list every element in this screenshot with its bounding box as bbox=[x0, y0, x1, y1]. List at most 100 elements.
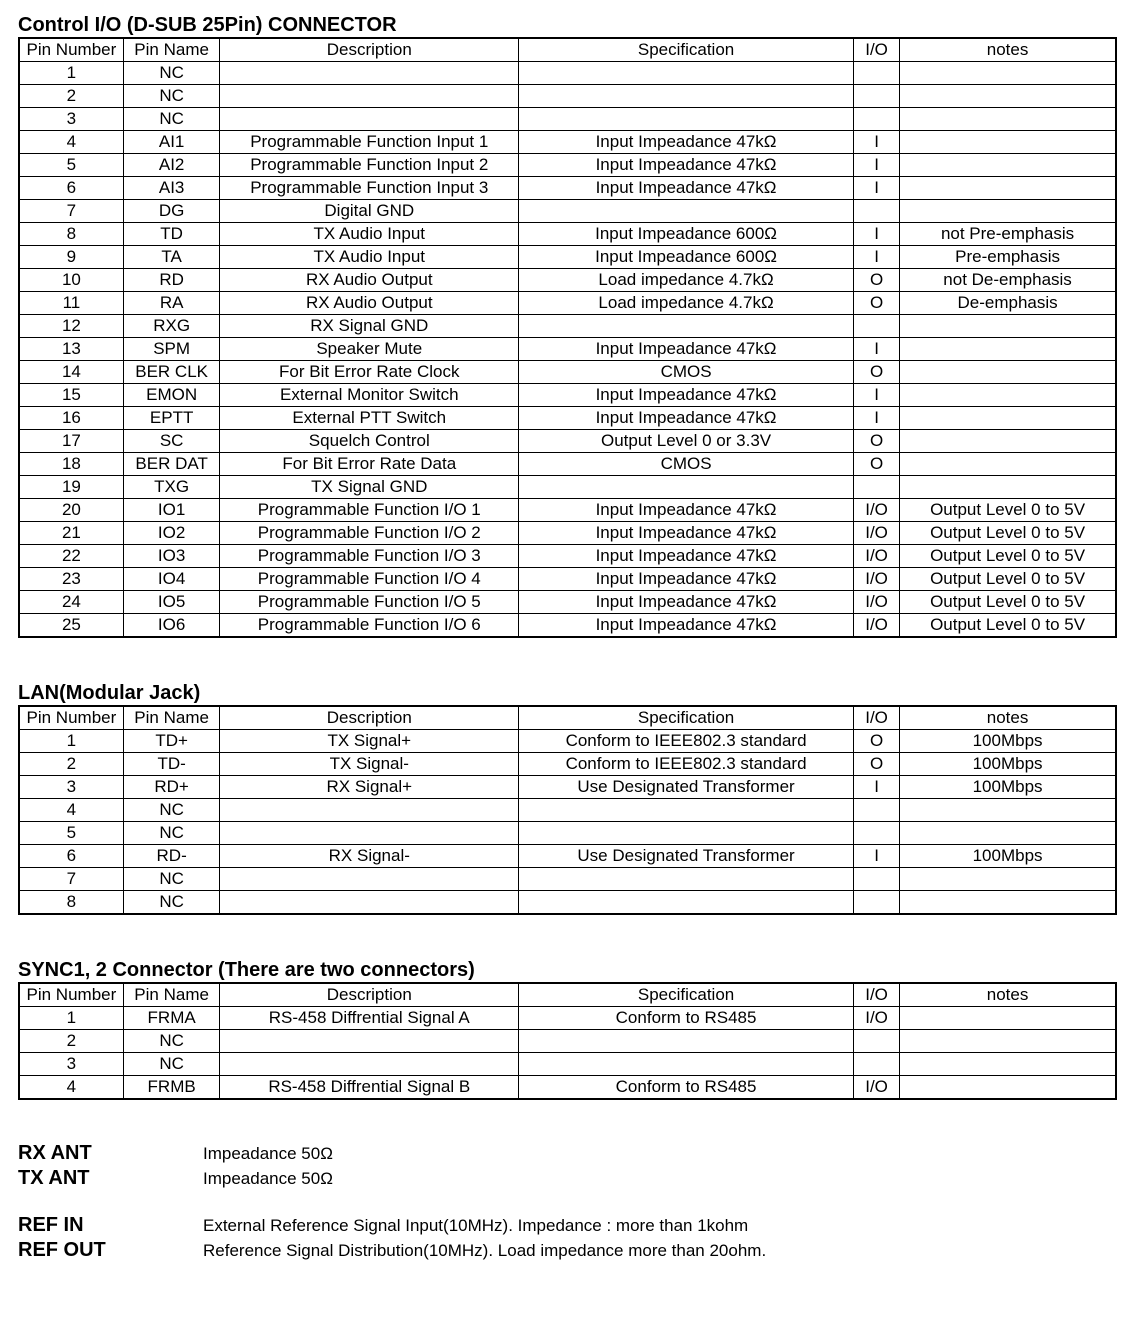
table-row: 19TXGTX Signal GND bbox=[19, 476, 1116, 499]
table-cell bbox=[220, 85, 519, 108]
table-cell: 16 bbox=[19, 407, 123, 430]
table-cell: IO1 bbox=[123, 499, 220, 522]
table-cell: DG bbox=[123, 200, 220, 223]
ref-in-label: REF IN bbox=[18, 1214, 203, 1237]
table-cell: 2 bbox=[19, 1030, 123, 1053]
table-cell bbox=[900, 1030, 1116, 1053]
table-cell: TX Signal+ bbox=[220, 730, 519, 753]
table-cell bbox=[220, 62, 519, 85]
col-pin-number: Pin Number bbox=[19, 983, 123, 1007]
table-cell: Conform to RS485 bbox=[519, 1007, 854, 1030]
table-cell: IO4 bbox=[123, 568, 220, 591]
col-description: Description bbox=[220, 38, 519, 62]
table-cell: O bbox=[854, 753, 900, 776]
table-cell: RA bbox=[123, 292, 220, 315]
table-cell: Conform to IEEE802.3 standard bbox=[519, 730, 854, 753]
table-header-row: Pin Number Pin Name Description Specific… bbox=[19, 983, 1116, 1007]
table-cell: AI3 bbox=[123, 177, 220, 200]
table-cell: 17 bbox=[19, 430, 123, 453]
table-cell bbox=[900, 1007, 1116, 1030]
col-io: I/O bbox=[854, 706, 900, 730]
table-cell: I bbox=[854, 131, 900, 154]
table-cell: TXG bbox=[123, 476, 220, 499]
table-cell: 20 bbox=[19, 499, 123, 522]
table-cell: NC bbox=[123, 1030, 220, 1053]
table-cell: O bbox=[854, 453, 900, 476]
table-cell: 7 bbox=[19, 868, 123, 891]
table-row: 2TD-TX Signal-Conform to IEEE802.3 stand… bbox=[19, 753, 1116, 776]
table-cell bbox=[854, 62, 900, 85]
table-header-row: Pin Number Pin Name Description Specific… bbox=[19, 38, 1116, 62]
table-cell: BER CLK bbox=[123, 361, 220, 384]
table-row: 14BER CLKFor Bit Error Rate ClockCMOSO bbox=[19, 361, 1116, 384]
table-row: 1TD+TX Signal+Conform to IEEE802.3 stand… bbox=[19, 730, 1116, 753]
table-cell bbox=[519, 200, 854, 223]
col-io: I/O bbox=[854, 983, 900, 1007]
section2-title: LAN(Modular Jack) bbox=[18, 682, 1117, 705]
table-cell: Output Level 0 to 5V bbox=[900, 568, 1116, 591]
col-pin-name: Pin Name bbox=[123, 38, 220, 62]
table-cell: 13 bbox=[19, 338, 123, 361]
col-pin-name: Pin Name bbox=[123, 706, 220, 730]
table-cell bbox=[900, 476, 1116, 499]
table-cell bbox=[900, 338, 1116, 361]
table-cell bbox=[854, 476, 900, 499]
table-cell bbox=[519, 315, 854, 338]
table-cell: 9 bbox=[19, 246, 123, 269]
table-cell: Use Designated Transformer bbox=[519, 845, 854, 868]
table-cell bbox=[900, 799, 1116, 822]
table-row: 8TDTX Audio InputInput Impeadance 600ΩIn… bbox=[19, 223, 1116, 246]
table-cell: 10 bbox=[19, 269, 123, 292]
table-cell bbox=[854, 315, 900, 338]
table-cell: Output Level 0 to 5V bbox=[900, 614, 1116, 638]
table-cell: Input Impeadance 47kΩ bbox=[519, 499, 854, 522]
table-row: 3NC bbox=[19, 108, 1116, 131]
table-cell: O bbox=[854, 361, 900, 384]
table-cell bbox=[900, 453, 1116, 476]
table-cell bbox=[519, 62, 854, 85]
col-io: I/O bbox=[854, 38, 900, 62]
table-cell bbox=[900, 822, 1116, 845]
section1-title: Control I/O (D-SUB 25Pin) CONNECTOR bbox=[18, 14, 1117, 37]
lan-table: Pin Number Pin Name Description Specific… bbox=[18, 705, 1117, 915]
table-cell bbox=[220, 1053, 519, 1076]
table-row: 7DGDigital GND bbox=[19, 200, 1116, 223]
tx-ant-label: TX ANT bbox=[18, 1167, 203, 1190]
col-notes: notes bbox=[900, 706, 1116, 730]
table-cell: Programmable Function I/O 6 bbox=[220, 614, 519, 638]
table-cell: Load impedance 4.7kΩ bbox=[519, 292, 854, 315]
table-row: 24IO5Programmable Function I/O 5Input Im… bbox=[19, 591, 1116, 614]
table-cell: 100Mbps bbox=[900, 776, 1116, 799]
table-row: 9TATX Audio InputInput Impeadance 600ΩIP… bbox=[19, 246, 1116, 269]
table-row: 7NC bbox=[19, 868, 1116, 891]
table-row: 1FRMARS-458 Diffrential Signal AConform … bbox=[19, 1007, 1116, 1030]
table-cell: 100Mbps bbox=[900, 753, 1116, 776]
table-cell: I bbox=[854, 177, 900, 200]
table-row: 4AI1Programmable Function Input 1Input I… bbox=[19, 131, 1116, 154]
table-cell: 4 bbox=[19, 1076, 123, 1100]
ref-in-value: External Reference Signal Input(10MHz). … bbox=[203, 1214, 748, 1237]
rx-ant-label: RX ANT bbox=[18, 1142, 203, 1165]
table-row: 8NC bbox=[19, 891, 1116, 915]
table-cell: not Pre-emphasis bbox=[900, 223, 1116, 246]
table-cell: SC bbox=[123, 430, 220, 453]
ref-out-row: REF OUT Reference Signal Distribution(10… bbox=[18, 1239, 1117, 1262]
table-cell: 18 bbox=[19, 453, 123, 476]
table-cell: 1 bbox=[19, 62, 123, 85]
table-cell bbox=[519, 822, 854, 845]
table-cell: 25 bbox=[19, 614, 123, 638]
table-row: 18BER DATFor Bit Error Rate DataCMOSO bbox=[19, 453, 1116, 476]
table-row: 5AI2Programmable Function Input 2Input I… bbox=[19, 154, 1116, 177]
table-cell: I/O bbox=[854, 568, 900, 591]
col-specification: Specification bbox=[519, 38, 854, 62]
table-cell: I bbox=[854, 384, 900, 407]
table-cell: CMOS bbox=[519, 361, 854, 384]
table-cell: NC bbox=[123, 62, 220, 85]
table-cell: Pre-emphasis bbox=[900, 246, 1116, 269]
table-row: 25IO6Programmable Function I/O 6Input Im… bbox=[19, 614, 1116, 638]
col-pin-number: Pin Number bbox=[19, 706, 123, 730]
table-cell: NC bbox=[123, 891, 220, 915]
table-cell: 3 bbox=[19, 1053, 123, 1076]
table-cell bbox=[854, 200, 900, 223]
table-cell bbox=[519, 476, 854, 499]
